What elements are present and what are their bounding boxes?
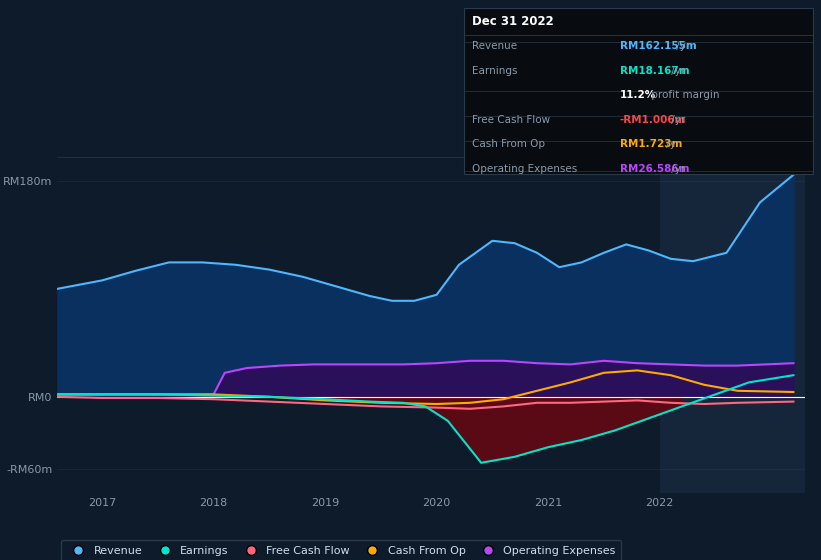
Text: /yr: /yr <box>673 41 690 51</box>
Bar <box>659 157 805 493</box>
Text: /yr: /yr <box>668 66 686 76</box>
Text: -RM1.006m: -RM1.006m <box>620 115 686 125</box>
Text: Operating Expenses: Operating Expenses <box>472 164 577 174</box>
Text: profit margin: profit margin <box>648 90 719 100</box>
Text: /yr: /yr <box>668 115 686 125</box>
Legend: Revenue, Earnings, Free Cash Flow, Cash From Op, Operating Expenses: Revenue, Earnings, Free Cash Flow, Cash … <box>62 540 621 560</box>
Text: RM18.167m: RM18.167m <box>620 66 690 76</box>
Text: Cash From Op: Cash From Op <box>472 139 545 150</box>
Text: RM162.155m: RM162.155m <box>620 41 696 51</box>
Text: /yr: /yr <box>668 164 686 174</box>
Text: 11.2%: 11.2% <box>620 90 656 100</box>
Text: RM26.586m: RM26.586m <box>620 164 690 174</box>
Text: Revenue: Revenue <box>472 41 517 51</box>
Text: RM1.723m: RM1.723m <box>620 139 682 150</box>
Text: Earnings: Earnings <box>472 66 517 76</box>
Text: Dec 31 2022: Dec 31 2022 <box>472 15 554 28</box>
Text: /yr: /yr <box>663 139 681 150</box>
Text: Free Cash Flow: Free Cash Flow <box>472 115 550 125</box>
